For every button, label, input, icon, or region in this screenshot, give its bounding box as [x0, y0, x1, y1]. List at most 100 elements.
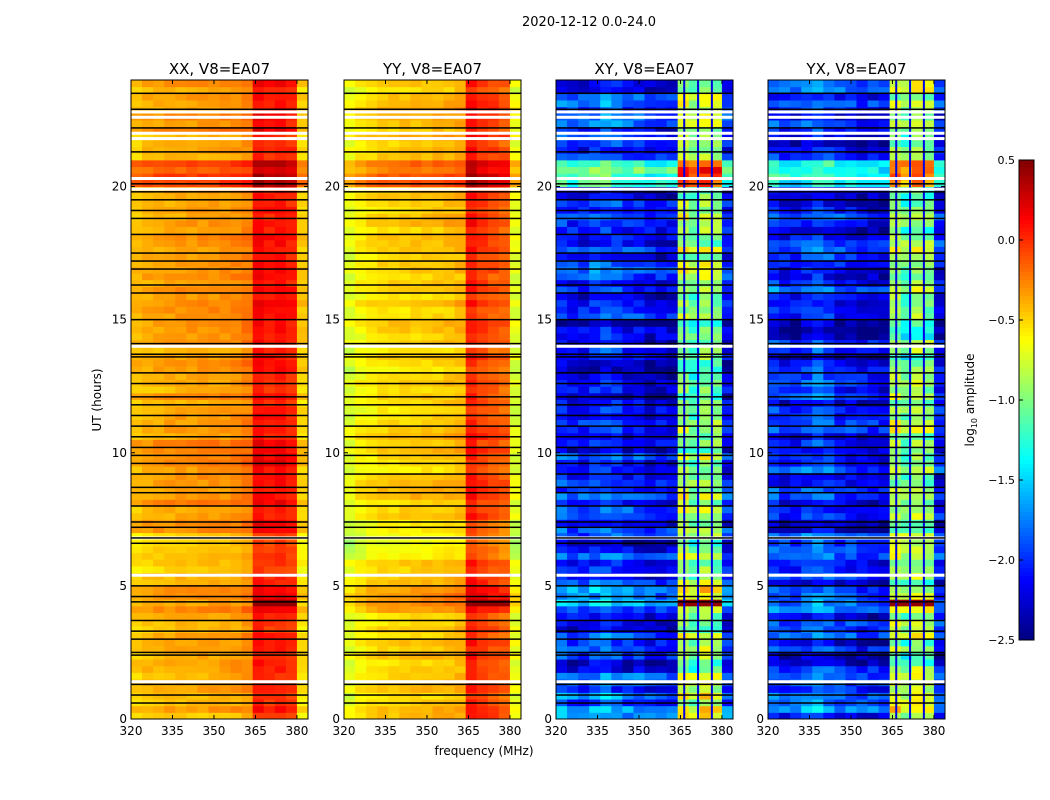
heatmap-cell	[578, 406, 590, 414]
heatmap-cell	[366, 106, 378, 114]
heatmap-cell	[688, 665, 701, 673]
heatmap-cell	[142, 139, 154, 148]
flag-line	[131, 191, 308, 193]
heatmap-cell	[285, 159, 298, 168]
heatmap-cell	[399, 126, 411, 134]
heatmap-cell	[476, 619, 489, 627]
heatmap-cell	[611, 99, 623, 108]
heatmap-cell	[241, 499, 254, 507]
heatmap-cell	[175, 565, 187, 574]
heatmap-cell	[186, 685, 198, 693]
heatmap-cell	[274, 299, 287, 307]
heatmap-cell	[153, 512, 165, 520]
heatmap-cell	[699, 166, 712, 174]
heatmap-cell	[443, 519, 456, 527]
heatmap-cell	[175, 419, 187, 427]
heatmap-cell	[252, 545, 265, 554]
heatmap-cell	[699, 226, 712, 234]
heatmap-cell	[142, 93, 154, 101]
heatmap-cell	[230, 525, 243, 534]
flag-line	[344, 537, 521, 539]
heatmap-cell	[688, 346, 701, 354]
heatmap-cell	[487, 226, 500, 234]
heatmap-cell	[388, 472, 400, 480]
heatmap-cell	[688, 619, 701, 627]
heatmap-cell	[285, 359, 298, 367]
heatmap-cell	[498, 273, 511, 281]
heatmap-cell	[219, 119, 232, 128]
heatmap-cell	[600, 299, 612, 307]
heatmap-cell	[721, 326, 734, 334]
heatmap-cell	[666, 532, 679, 540]
heatmap-cell	[498, 359, 511, 367]
heatmap-cell	[611, 239, 623, 247]
heatmap-cell	[274, 406, 287, 414]
heatmap-cell	[421, 499, 433, 507]
heatmap-cell	[666, 565, 679, 574]
heatmap-cell	[509, 226, 522, 234]
heatmap-cell	[153, 632, 165, 640]
heatmap-cell	[622, 665, 634, 673]
heatmap-cell	[633, 479, 645, 487]
heatmap-cell	[421, 119, 433, 128]
heatmap-cell	[230, 579, 243, 587]
heatmap-cell	[164, 652, 176, 660]
heatmap-cell	[644, 479, 657, 487]
heatmap-cell	[487, 512, 500, 520]
heatmap-cell	[164, 239, 176, 247]
heatmap-cell	[296, 86, 309, 94]
heatmap-cell	[219, 419, 232, 427]
heatmap-cell	[175, 452, 187, 460]
flag-line	[131, 595, 308, 598]
heatmap-cell	[611, 126, 623, 134]
heatmap-cell	[175, 486, 187, 494]
heatmap-cell	[263, 685, 276, 693]
heatmap-cell	[274, 632, 287, 640]
heatmap-cell	[410, 466, 422, 474]
heatmap-cell	[589, 219, 601, 227]
heatmap-cell	[476, 293, 489, 301]
heatmap-cell	[498, 525, 511, 534]
heatmap-cell	[509, 293, 522, 301]
heatmap-cell	[699, 399, 712, 407]
x-tick-label: 335	[374, 724, 397, 738]
heatmap-cell	[834, 685, 846, 693]
heatmap-cell	[465, 426, 478, 434]
heatmap-cell	[721, 639, 734, 647]
heatmap-cell	[186, 386, 198, 394]
heatmap-cell	[578, 672, 590, 680]
heatmap-cell	[219, 299, 232, 307]
heatmap-cell	[666, 499, 679, 507]
gap-line	[131, 187, 308, 191]
heatmap-cell	[498, 99, 511, 108]
heatmap-cell	[600, 472, 612, 480]
heatmap-cell	[208, 525, 220, 534]
heatmap-cell	[498, 226, 511, 234]
heatmap-cell	[344, 293, 356, 301]
flag-line	[131, 537, 308, 539]
heatmap-cell	[611, 106, 623, 114]
heatmap-cell	[644, 499, 657, 507]
heatmap-cell	[230, 639, 243, 647]
flag-line	[131, 151, 308, 153]
heatmap-cell	[465, 605, 478, 613]
heatmap-cell	[688, 659, 701, 667]
heatmap-cell	[355, 605, 367, 613]
heatmap-cell	[699, 532, 712, 540]
heatmap-cell	[633, 659, 645, 667]
heatmap-cell	[410, 219, 422, 227]
heatmap-cell	[263, 286, 276, 294]
heatmap-cell	[388, 293, 400, 301]
heatmap-cell	[509, 426, 522, 434]
heatmap-cell	[388, 625, 400, 633]
heatmap-cell	[366, 286, 378, 294]
heatmap-cell	[399, 372, 411, 381]
heatmap-cell	[285, 319, 298, 327]
heatmap-cell	[578, 312, 590, 321]
heatmap-cell	[274, 559, 287, 567]
heatmap-cell	[399, 579, 411, 587]
heatmap-cell	[768, 672, 780, 680]
heatmap-cell	[399, 559, 411, 567]
flag-line	[556, 292, 733, 294]
heatmap-cell	[578, 625, 590, 633]
